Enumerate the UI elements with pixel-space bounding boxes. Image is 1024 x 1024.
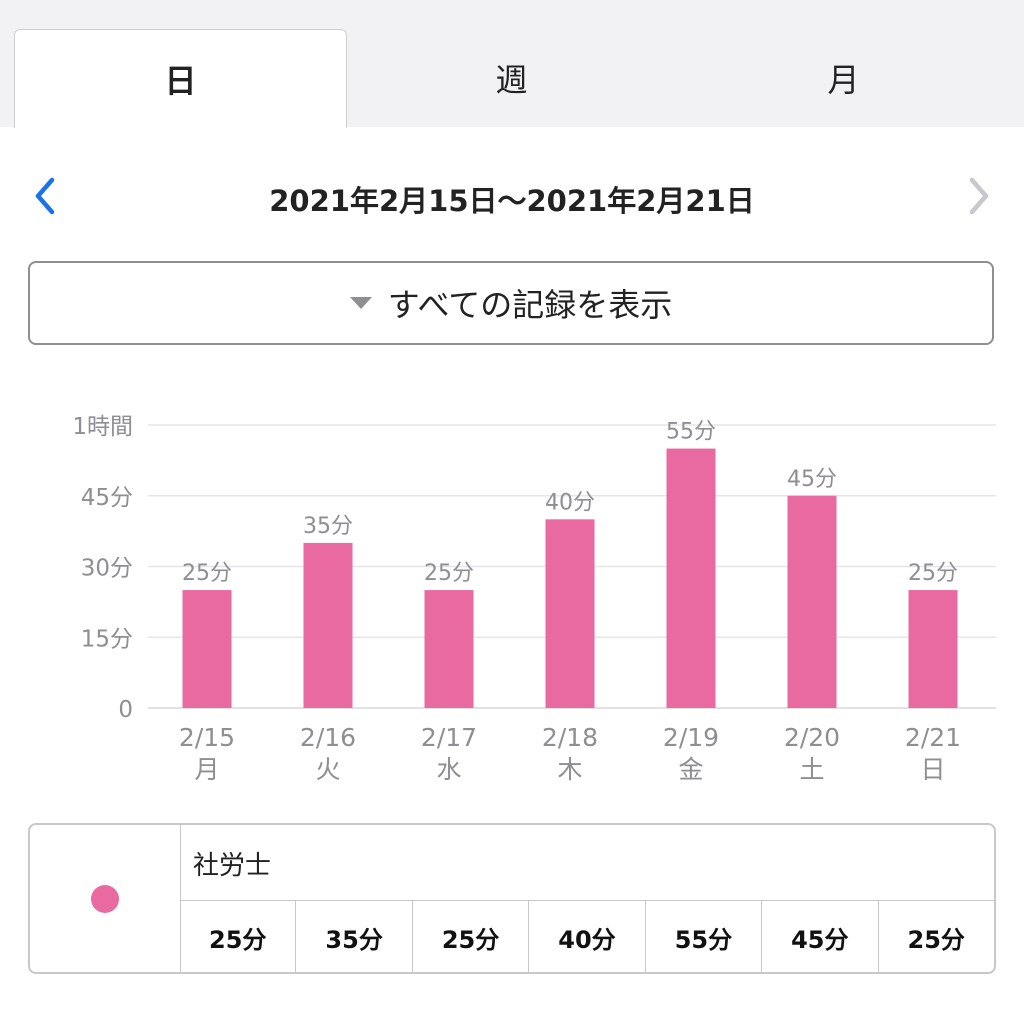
period-tab-bar: 日 週 月: [0, 0, 1024, 128]
legend-value: 45分: [761, 901, 877, 972]
next-week-button[interactable]: [956, 174, 1000, 218]
legend-value: 25分: [209, 925, 267, 954]
y-tick-label: 30分: [81, 556, 133, 582]
legend-value: 25分: [877, 901, 994, 972]
study-time-bar-chart: 0 15分 30分 45分 1時間 25分 2/15 月 35分 2/16 火 25分 2/17 水 40分…: [72, 414, 996, 784]
bar: [424, 590, 474, 708]
filter-label: すべての記録を表示: [387, 286, 673, 324]
x-weekday-label: 土: [799, 755, 824, 784]
legend-subject-name: 社労士: [193, 851, 272, 881]
legend-values-row: 25分 35分 25分 40分 55分 45分 25分: [180, 900, 994, 972]
x-tick-label: 2/18: [542, 723, 598, 752]
bar-value-label: 40分: [545, 490, 595, 515]
chevron-right-icon: [969, 177, 989, 215]
x-weekday-label: 金: [678, 755, 703, 784]
bar: [545, 519, 595, 708]
x-tick-label: 2/17: [421, 723, 477, 752]
bar-value-label: 25分: [424, 561, 474, 586]
x-tick-label: 2/20: [784, 723, 840, 752]
legend-color-dot: [91, 884, 119, 913]
y-tick-label: 1時間: [72, 414, 133, 440]
bar: [666, 448, 716, 708]
bar: [787, 495, 837, 708]
y-tick-label: 45分: [81, 485, 133, 511]
previous-week-button[interactable]: [24, 174, 68, 218]
date-navigation: 2021年2月15日〜2021年2月21日: [0, 160, 1024, 232]
bar-value-label: 25分: [182, 561, 232, 586]
x-tick-label: 2/16: [300, 723, 356, 752]
bar-value-label: 35分: [303, 514, 353, 539]
legend-table: 社労士 25分 35分 25分 40分 55分 45分 25分: [28, 823, 996, 974]
legend-value: 25分: [411, 901, 528, 972]
bar-value-label: 25分: [908, 561, 958, 586]
date-range-label: 2021年2月15日〜2021年2月21日: [269, 184, 755, 218]
legend-color-cell: [30, 825, 181, 972]
x-tick-label: 2/21: [905, 723, 961, 752]
chevron-left-icon: [35, 177, 55, 215]
tab-day[interactable]: 日: [14, 29, 347, 128]
legend-value: 40分: [528, 901, 644, 972]
bar-value-label: 45分: [787, 467, 837, 492]
bar: [908, 590, 958, 708]
x-weekday-label: 水: [436, 755, 461, 784]
legend-value: 55分: [644, 901, 761, 972]
x-weekday-label: 火: [315, 755, 340, 784]
bar: [182, 590, 232, 708]
tab-month[interactable]: 月: [827, 61, 860, 99]
bar: [303, 542, 353, 708]
triangle-down-icon: [349, 297, 372, 309]
bar-value-label: 55分: [666, 420, 716, 445]
x-tick-label: 2/15: [179, 723, 235, 752]
legend-value: 35分: [295, 901, 411, 972]
x-weekday-label: 月: [194, 755, 219, 784]
tab-week[interactable]: 週: [495, 61, 528, 99]
y-tick-label: 0: [118, 697, 133, 723]
x-weekday-label: 日: [920, 755, 945, 784]
x-tick-label: 2/19: [663, 723, 719, 752]
y-tick-label: 15分: [81, 626, 133, 652]
x-weekday-label: 木: [557, 755, 582, 784]
show-all-records-dropdown[interactable]: すべての記録を表示: [28, 261, 994, 345]
